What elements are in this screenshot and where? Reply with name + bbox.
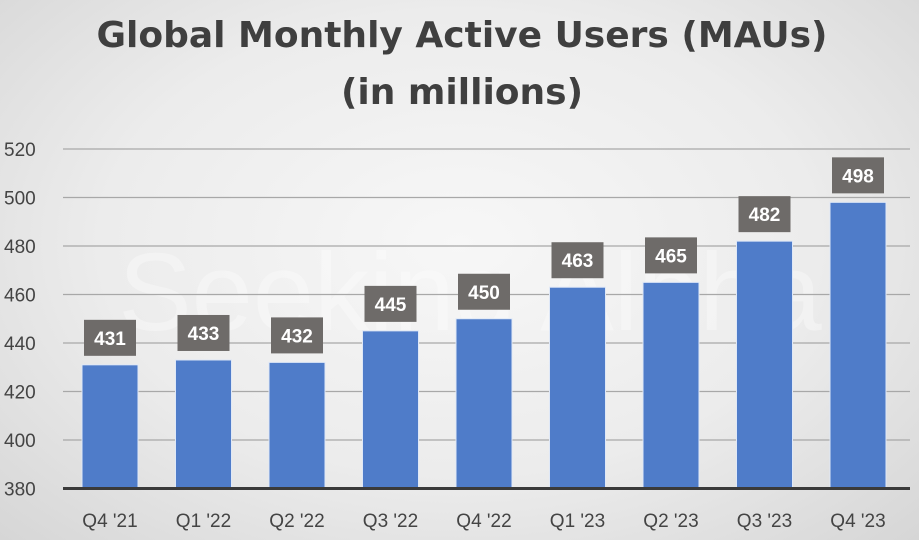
bar: [268, 361, 326, 489]
x-tick-label: Q2 '23: [643, 511, 698, 532]
data-label: 465: [655, 246, 687, 267]
bar: [736, 240, 793, 489]
data-label-box: [551, 242, 604, 279]
x-tick-label: Q3 '22: [363, 511, 418, 532]
bar: [642, 281, 700, 489]
data-label: 450: [468, 283, 500, 304]
x-tick-label: Q4 '21: [82, 511, 137, 532]
y-tick-label: 480: [4, 237, 36, 258]
data-label-box: [458, 273, 510, 310]
bar: [81, 364, 139, 490]
x-tick-label: Q4 '22: [456, 511, 511, 532]
data-label: 482: [749, 205, 781, 226]
data-label-box: [832, 157, 884, 194]
x-tick-label: Q1 '23: [550, 511, 605, 532]
data-label-box: [645, 237, 697, 274]
bar: [362, 330, 419, 489]
data-label: 432: [281, 326, 313, 347]
y-tick-label: 400: [4, 431, 36, 452]
data-label: 433: [188, 324, 220, 345]
y-tick-label: 520: [4, 140, 36, 161]
x-tick-label: Q1 '22: [176, 511, 231, 532]
x-tick-label: Q4 '23: [830, 511, 885, 532]
data-label: 498: [842, 166, 874, 187]
y-tick-label: 420: [4, 383, 36, 404]
data-label: 445: [375, 295, 407, 316]
y-tick-label: 460: [4, 286, 36, 307]
bar: [175, 359, 232, 489]
bar: [829, 201, 887, 489]
x-tick-label: Q2 '22: [269, 511, 324, 532]
x-tick-label: Q3 '23: [737, 511, 792, 532]
chart-subtitle: (in millions): [341, 72, 583, 113]
y-tick-label: 500: [4, 189, 36, 210]
data-label-box: [738, 196, 791, 233]
data-label: 431: [94, 329, 126, 350]
y-tick-label: 440: [4, 334, 36, 355]
data-label-box: [271, 317, 323, 354]
bar: [455, 318, 513, 489]
data-label-box: [84, 319, 136, 356]
chart-title: Global Monthly Active Users (MAUs): [96, 15, 827, 56]
data-label-box: [177, 314, 230, 351]
data-label-box: [364, 285, 417, 322]
bar: [549, 286, 606, 489]
y-tick-label: 380: [4, 480, 36, 501]
data-label: 463: [562, 251, 594, 272]
